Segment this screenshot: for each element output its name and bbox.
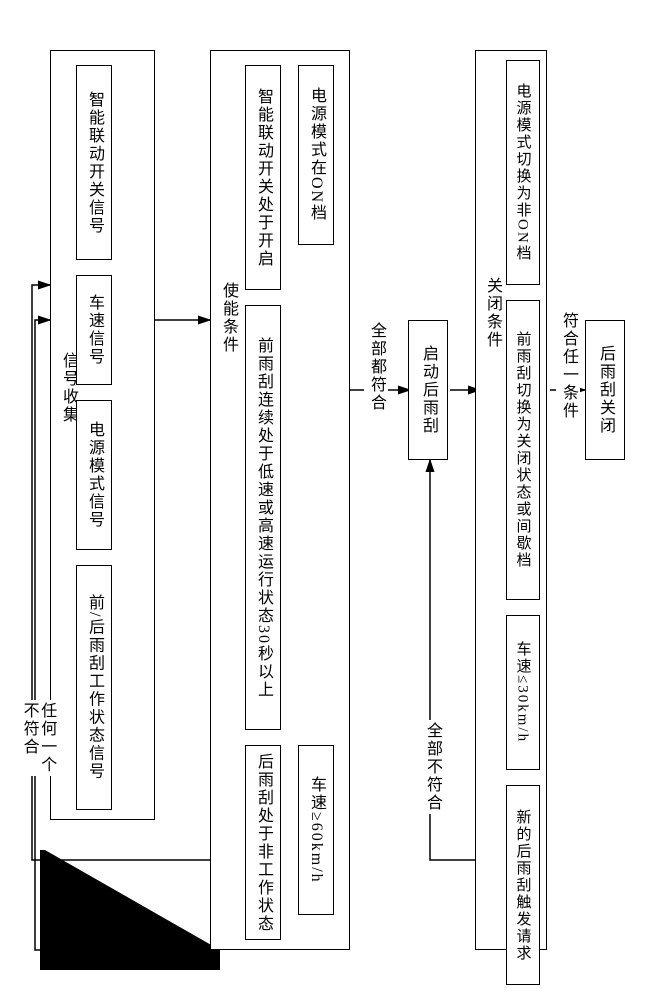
- enable-title: 使能条件: [216, 280, 240, 356]
- close-item-4: 新的后雨刮触发请求: [506, 785, 540, 985]
- enable-item-1: 智能联动开关处于开启: [245, 65, 281, 290]
- signal-item-4-label: 前/后雨刮工作状态信号: [82, 594, 106, 780]
- close-item-3: 车速≤30km/h: [506, 615, 540, 770]
- signal-item-2-label: 车速信号: [82, 294, 106, 366]
- close-item-4-label: 新的后雨刮触发请求: [513, 809, 534, 962]
- enable-item-2-label: 电源模式在ON档: [304, 87, 328, 222]
- enable-item-4: 后雨刮处于非工作状态: [245, 745, 281, 940]
- enable-item-3: 前雨刮连续处于低速或高速运行状态30秒以上: [245, 305, 281, 730]
- enable-item-5: 车速≥60km/h: [298, 745, 334, 915]
- close-item-2: 前雨刮切换为关闭状态或间歇档: [506, 300, 540, 600]
- edge-label-all-no: 全部不符合: [420, 720, 444, 814]
- signal-item-3-label: 电源模式信号: [82, 421, 106, 529]
- rear-wiper-off-label: 后雨刮关闭: [593, 345, 617, 435]
- signal-item-1: 智能联动开关信号: [76, 65, 112, 260]
- edge-label-any-ok: 符合任一条件: [556, 310, 580, 422]
- enable-item-2: 电源模式在ON档: [298, 65, 334, 245]
- enable-item-3-label: 前雨刮连续处于低速或高速运行状态30秒以上: [251, 337, 275, 699]
- signal-item-2: 车速信号: [76, 275, 112, 385]
- start-rear-wiper: 启动后雨刮: [408, 320, 448, 460]
- signal-item-3: 电源模式信号: [76, 400, 112, 550]
- close-item-1-label: 电源模式切换为非ON档: [513, 83, 534, 262]
- flowchart-stage: 信号收集 智能联动开关信号 车速信号 电源模式信号 前/后雨刮工作状态信号 使能…: [20, 20, 630, 980]
- rear-wiper-off: 后雨刮关闭: [585, 320, 625, 460]
- close-item-3-label: 车速≤30km/h: [513, 641, 534, 743]
- start-rear-wiper-label: 启动后雨刮: [416, 345, 440, 435]
- enable-item-5-label: 车速≥60km/h: [304, 776, 328, 884]
- signal-item-1-label: 智能联动开关信号: [82, 91, 106, 235]
- close-item-2-label: 前雨刮切换为关闭状态或间歇档: [513, 331, 534, 569]
- enable-item-1-label: 智能联动开关处于开启: [251, 88, 275, 268]
- close-item-1: 电源模式切换为非ON档: [506, 60, 540, 285]
- edge-label-all-ok: 全部都符合: [364, 320, 388, 414]
- close-title: 关闭条件: [480, 275, 504, 351]
- edge-label-loop: 任何一个 不符合: [20, 700, 55, 776]
- enable-item-4-label: 后雨刮处于非工作状态: [251, 753, 275, 933]
- signal-item-4: 前/后雨刮工作状态信号: [76, 565, 112, 810]
